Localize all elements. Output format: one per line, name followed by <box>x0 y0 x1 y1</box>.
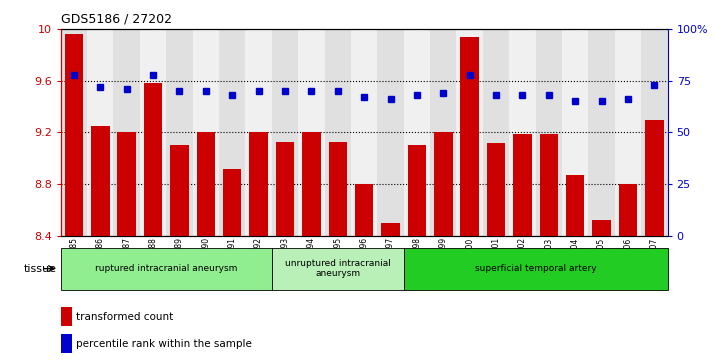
Bar <box>276 142 294 236</box>
Bar <box>434 132 453 236</box>
Text: percentile rank within the sample: percentile rank within the sample <box>76 339 252 349</box>
Bar <box>223 169 241 236</box>
Bar <box>540 134 558 236</box>
Bar <box>298 29 325 236</box>
Bar <box>619 184 637 236</box>
Bar <box>588 29 615 236</box>
Bar <box>328 142 347 236</box>
Bar <box>403 248 668 290</box>
Bar <box>536 29 562 236</box>
Bar <box>408 146 426 236</box>
Bar <box>61 248 272 290</box>
Bar <box>641 29 668 236</box>
Bar <box>456 29 483 236</box>
Bar <box>355 184 373 236</box>
Bar <box>566 175 585 236</box>
Text: transformed count: transformed count <box>76 311 173 322</box>
Bar <box>170 146 188 236</box>
Bar <box>562 29 588 236</box>
Bar <box>381 223 400 236</box>
Text: unruptured intracranial
aneurysm: unruptured intracranial aneurysm <box>285 259 391 278</box>
Bar <box>193 29 219 236</box>
Bar <box>645 119 663 236</box>
Bar <box>65 34 83 236</box>
Bar <box>249 132 268 236</box>
Bar <box>246 29 272 236</box>
Bar <box>117 132 136 236</box>
Bar <box>487 143 506 236</box>
Bar <box>302 132 321 236</box>
Bar <box>272 29 298 236</box>
Text: ruptured intracranial aneurysm: ruptured intracranial aneurysm <box>95 264 238 273</box>
Bar <box>403 29 430 236</box>
Bar <box>140 29 166 236</box>
Text: GDS5186 / 27202: GDS5186 / 27202 <box>61 12 171 25</box>
Bar <box>61 29 87 236</box>
Bar <box>509 29 536 236</box>
Bar <box>513 134 532 236</box>
Bar <box>196 132 215 236</box>
Bar <box>114 29 140 236</box>
Bar <box>61 334 71 353</box>
Bar <box>461 37 479 236</box>
Bar <box>144 83 162 236</box>
Bar <box>593 220 611 236</box>
Bar <box>483 29 509 236</box>
Bar <box>61 307 71 326</box>
Bar <box>166 29 193 236</box>
Bar <box>87 29 114 236</box>
Bar <box>325 29 351 236</box>
Bar <box>91 126 109 236</box>
Bar <box>272 248 403 290</box>
Bar <box>615 29 641 236</box>
Bar <box>219 29 246 236</box>
Text: tissue: tissue <box>24 264 57 274</box>
Text: superficial temporal artery: superficial temporal artery <box>475 264 596 273</box>
Bar <box>430 29 456 236</box>
Bar <box>377 29 403 236</box>
Bar <box>351 29 377 236</box>
